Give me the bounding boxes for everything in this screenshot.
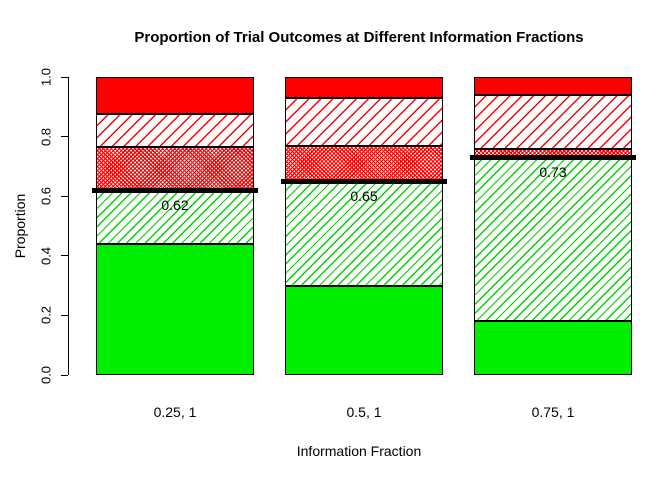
bar-segment-solid-green-bottom [96,243,254,375]
bar-segment-solid-red-top [285,77,443,98]
y-axis-label: Proportion [12,193,28,259]
bar-segment-red-diagonal-hatch [474,94,632,149]
bar-segment-red-diagonal-hatch [285,97,443,146]
y-tick [61,374,68,376]
y-tick-label: 0.6 [38,187,54,206]
cumulative-line-label: 0.65 [350,188,378,205]
bar-segment-red-diagonal-hatch [96,114,254,148]
bar-segment-green-diagonal-hatch [474,157,632,322]
category-label: 0.25, 1 [153,404,197,420]
y-tick-label: 1.0 [38,67,54,87]
cumulative-line [92,187,258,193]
y-tick-label: 0.0 [38,365,54,385]
category-label: 0.75, 1 [531,404,575,420]
bar-0.25-1: 0.62 [92,77,258,375]
bar-0.5-1: 0.65 [281,77,447,375]
y-tick [61,76,68,78]
y-tick [61,314,68,316]
y-tick-label: 0.8 [38,127,54,146]
bar-segment-solid-red-top [96,77,254,115]
bar-segment-solid-green-bottom [285,285,443,375]
bar-segment-solid-green-bottom [474,321,632,375]
cumulative-line [281,178,447,184]
cumulative-line-label: 0.73 [539,164,567,181]
plot-area: 0.0 0.2 0.4 0.6 0.8 1.0 0.62 0.65 0.73 [39,68,650,384]
bar-segment-red-dense-crosshatch [96,147,254,191]
y-tick-label: 0.4 [38,246,54,265]
chart-title: Proportion of Trial Outcomes at Differen… [134,29,584,46]
bar-segment-red-dense-crosshatch [285,145,443,182]
y-tick [61,195,68,197]
y-tick-label: 0.2 [38,306,54,325]
cumulative-line-label: 0.62 [161,197,189,214]
y-tick [61,255,68,257]
y-tick [61,136,68,138]
cumulative-line [470,154,636,160]
y-axis-line [68,77,69,375]
bar-segment-green-diagonal-hatch [96,190,254,244]
x-axis-label: Information Fraction [296,443,422,459]
bar-0.75-1: 0.73 [470,77,636,375]
category-label: 0.5, 1 [346,404,382,420]
bar-segment-solid-red-top [474,77,632,95]
